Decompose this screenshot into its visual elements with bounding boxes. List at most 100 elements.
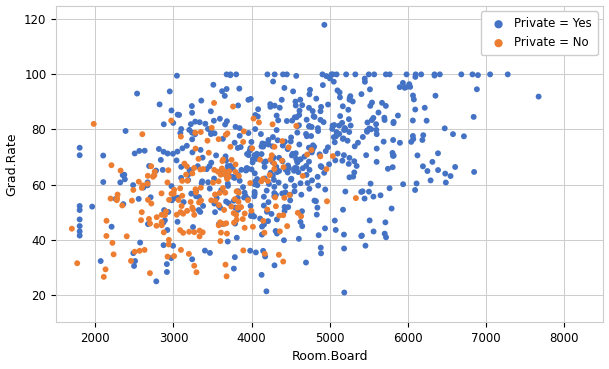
Private = Yes: [311, 96, 321, 101]
Private = Yes: [243, 166, 253, 172]
Private = Yes: [250, 152, 259, 158]
Private = No: [189, 263, 199, 269]
Private = Yes: [260, 141, 270, 147]
Private = Yes: [338, 136, 348, 142]
Private = Yes: [340, 127, 350, 132]
Private = Yes: [280, 204, 289, 210]
Private = Yes: [259, 194, 269, 200]
Private = Yes: [389, 119, 398, 125]
Private = Yes: [250, 189, 259, 195]
Private = Yes: [168, 151, 178, 157]
Private = Yes: [228, 174, 238, 180]
Private = No: [275, 228, 285, 234]
Private = Yes: [268, 134, 278, 140]
Private = No: [315, 154, 325, 159]
Private = Yes: [206, 128, 216, 134]
Private = Yes: [400, 85, 409, 91]
Private = Yes: [253, 182, 262, 188]
Private = No: [270, 144, 280, 150]
Private = Yes: [309, 114, 319, 120]
Private = No: [298, 173, 308, 179]
Private = Yes: [306, 133, 316, 139]
Private = Yes: [222, 72, 231, 77]
Private = No: [220, 171, 230, 177]
Private = Yes: [372, 131, 382, 137]
Private = Yes: [215, 116, 225, 122]
Private = No: [229, 210, 239, 216]
Private = Yes: [188, 256, 197, 262]
Private = Yes: [371, 121, 381, 127]
Private = Yes: [143, 179, 152, 185]
Private = No: [169, 191, 178, 197]
Private = Yes: [152, 278, 161, 284]
Private = Yes: [440, 125, 449, 131]
Private = Yes: [346, 123, 356, 128]
Private = Yes: [288, 151, 298, 157]
Private = Yes: [217, 221, 227, 227]
Private = No: [152, 223, 161, 229]
Private = No: [130, 249, 139, 255]
Private = Yes: [298, 165, 308, 171]
Private = Yes: [262, 188, 272, 194]
Private = Yes: [295, 108, 304, 114]
Private = Yes: [75, 152, 85, 158]
Legend: Private = Yes, Private = No: Private = Yes, Private = No: [481, 11, 597, 55]
Private = Yes: [344, 116, 354, 122]
Private = Yes: [313, 183, 323, 189]
Private = Yes: [260, 176, 270, 182]
Private = No: [225, 144, 235, 150]
Private = Yes: [279, 237, 289, 243]
Private = Yes: [233, 195, 243, 201]
Private = Yes: [230, 221, 240, 227]
Private = No: [258, 218, 268, 224]
Private = Yes: [315, 151, 325, 157]
Private = No: [108, 240, 118, 246]
Private = Yes: [233, 207, 243, 213]
Private = No: [247, 145, 257, 151]
Private = No: [186, 199, 195, 205]
Private = Yes: [229, 198, 239, 204]
Private = Yes: [130, 258, 140, 264]
Private = No: [191, 146, 200, 152]
Private = Yes: [313, 174, 323, 180]
Private = Yes: [236, 167, 246, 173]
Private = Yes: [316, 104, 326, 110]
Private = Yes: [304, 145, 314, 151]
Private = Yes: [218, 136, 228, 142]
Private = No: [175, 227, 185, 233]
Private = Yes: [245, 145, 255, 151]
Private = No: [148, 174, 158, 180]
Private = Yes: [197, 180, 206, 186]
Private = No: [167, 191, 177, 197]
Private = Yes: [372, 146, 382, 152]
Private = Yes: [168, 243, 178, 249]
Private = No: [146, 163, 156, 169]
Private = Yes: [361, 152, 371, 158]
Private = Yes: [360, 196, 370, 201]
Private = No: [135, 248, 144, 254]
Private = Yes: [385, 185, 395, 191]
Private = Yes: [297, 223, 307, 229]
Private = Yes: [223, 183, 233, 189]
Private = Yes: [412, 180, 421, 186]
Private = Yes: [220, 121, 230, 127]
Private = Yes: [283, 163, 293, 169]
Private = No: [196, 197, 206, 203]
Private = No: [174, 197, 183, 203]
Private = No: [203, 138, 213, 144]
Private = No: [177, 178, 187, 184]
Private = Yes: [162, 269, 172, 275]
Private = Yes: [205, 186, 214, 192]
Private = Yes: [429, 72, 439, 77]
Private = Yes: [468, 72, 477, 77]
Private = No: [137, 185, 147, 191]
Private = Yes: [307, 124, 317, 130]
Private = Yes: [285, 192, 295, 198]
Private = No: [220, 169, 230, 175]
Private = No: [122, 233, 132, 239]
Private = Yes: [350, 169, 359, 175]
Private = Yes: [232, 235, 242, 241]
Private = Yes: [258, 141, 267, 146]
Private = No: [293, 210, 303, 216]
Private = Yes: [364, 72, 374, 77]
